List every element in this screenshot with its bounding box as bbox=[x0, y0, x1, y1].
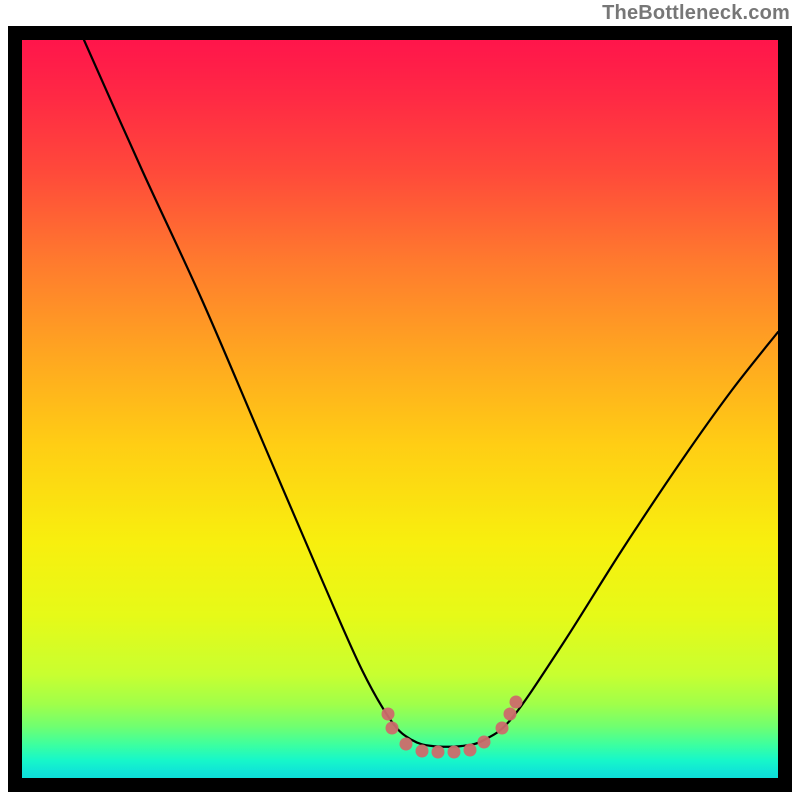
v-curve-line bbox=[84, 40, 778, 747]
scatter-point bbox=[416, 745, 429, 758]
scatter-group bbox=[382, 696, 523, 759]
scatter-point bbox=[510, 696, 523, 709]
scatter-point bbox=[400, 738, 413, 751]
chart-svg bbox=[22, 40, 778, 778]
watermark-text: TheBottleneck.com bbox=[602, 2, 790, 25]
scatter-point bbox=[386, 722, 399, 735]
scatter-point bbox=[504, 708, 517, 721]
plot-area bbox=[22, 40, 778, 778]
scatter-point bbox=[432, 746, 445, 759]
scatter-point bbox=[382, 708, 395, 721]
scatter-point bbox=[464, 744, 477, 757]
figure-root: TheBottleneck.com bbox=[0, 0, 800, 800]
scatter-point bbox=[478, 736, 491, 749]
scatter-point bbox=[496, 722, 509, 735]
scatter-point bbox=[448, 746, 461, 759]
